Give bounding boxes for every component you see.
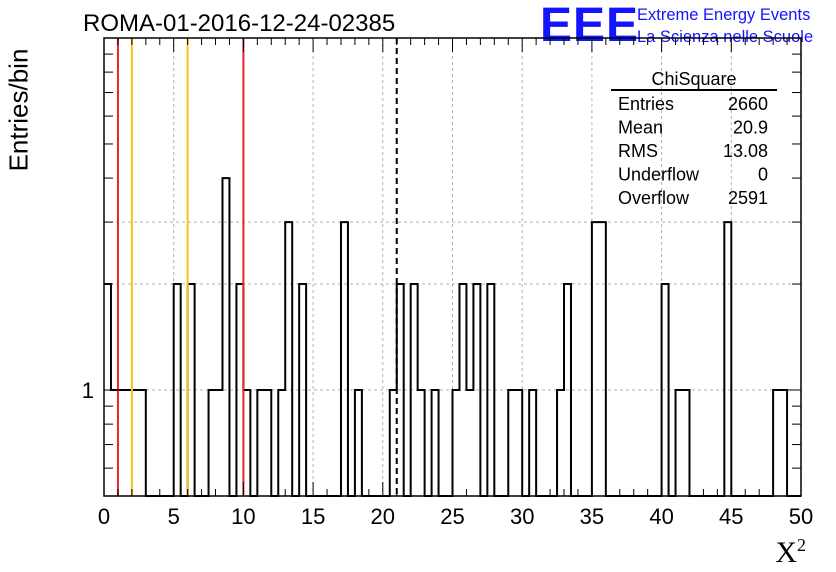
stats-row-key: Underflow	[618, 165, 700, 185]
histogram-bin	[557, 390, 564, 496]
histogram-bin	[529, 390, 536, 496]
x-tick-label: 20	[371, 504, 395, 529]
histogram-bin	[432, 390, 439, 496]
x-tick-label: 50	[789, 504, 813, 529]
threshold-lines	[116, 38, 398, 496]
histogram-bin	[236, 284, 243, 496]
axes: 0 5 10 15 20 25 30 35 40 45 50 1	[82, 37, 813, 529]
y-tick-label: 1	[82, 378, 94, 403]
x-axis-label-base: X	[775, 536, 797, 569]
stats-box: ChiSquare Entries 2660 Mean 20.9 RMS 13.08 Und…	[611, 69, 777, 208]
histogram-bin	[487, 284, 494, 496]
x-tick-label: 35	[580, 504, 604, 529]
stats-row-value: 2660	[728, 94, 768, 114]
histogram-bin	[411, 284, 418, 496]
histogram-bin	[780, 390, 787, 496]
logo-caption-line2: La Scienza nelle Scuole	[637, 28, 814, 46]
histogram-bin	[118, 390, 125, 496]
histogram-bin	[683, 390, 690, 496]
logo-caption: Extreme Energy Events La Scienza nelle S…	[637, 4, 813, 48]
histogram-outline	[104, 177, 801, 497]
stats-row-value: 0	[758, 165, 768, 185]
histogram-bin	[355, 390, 362, 496]
x-tick-label: 25	[440, 504, 464, 529]
histogram-bin	[278, 390, 285, 496]
histogram-bin	[473, 284, 480, 496]
x-tick-label: 0	[98, 504, 110, 529]
histogram-bin	[222, 178, 229, 496]
chart-title: ROMA-01-2016-12-24-02385	[83, 10, 396, 37]
histogram-bin	[285, 222, 292, 496]
histogram-bin	[459, 284, 466, 496]
histogram-bin	[390, 390, 397, 496]
histogram-bin	[257, 390, 264, 496]
histogram-bin	[125, 390, 132, 496]
histogram-bin	[418, 390, 425, 496]
histogram-bin	[341, 222, 348, 496]
x-tick-label: 15	[301, 504, 325, 529]
stats-row-key: Overflow	[618, 188, 690, 208]
x-tick-label: 5	[168, 504, 180, 529]
histogram-bin	[174, 284, 181, 496]
histogram-bin	[209, 390, 216, 496]
histogram-bin	[243, 390, 250, 496]
stats-row-value: 20.9	[733, 118, 768, 138]
stats-row-key: Entries	[618, 94, 674, 114]
histogram-bin	[676, 390, 683, 496]
x-tick-label: 40	[649, 504, 673, 529]
stats-title: ChiSquare	[651, 69, 736, 89]
x-tick-label: 10	[231, 504, 255, 529]
histogram-bin	[264, 390, 271, 496]
histogram-bin	[397, 284, 404, 496]
histogram-bin	[662, 284, 669, 496]
histogram-bin	[299, 284, 306, 496]
x-axis-label: X2	[775, 535, 806, 570]
histogram-bin	[216, 390, 223, 496]
histogram-bin	[773, 390, 780, 496]
histogram-bin	[564, 284, 571, 496]
histogram-bin	[592, 222, 599, 496]
logo-caption-line1: Extreme Energy Events	[637, 6, 811, 24]
stats-row-value: 13.08	[723, 141, 768, 161]
histogram-bin	[599, 222, 606, 496]
histogram-bin	[139, 390, 146, 496]
stats-row-key: RMS	[618, 141, 658, 161]
histogram-bin	[515, 390, 522, 496]
histogram-bin	[508, 390, 515, 496]
histogram-bin	[132, 390, 139, 496]
stats-row-key: Mean	[618, 118, 663, 138]
histogram-bin	[724, 222, 731, 496]
x-tick-label: 30	[510, 504, 534, 529]
x-tick-label: 45	[719, 504, 743, 529]
histogram-bin	[453, 390, 460, 496]
histogram-bin	[466, 390, 473, 496]
histogram	[104, 177, 801, 497]
x-axis-label-superscript: 2	[797, 535, 806, 555]
histogram-bin	[188, 284, 195, 496]
stats-row-value: 2591	[728, 188, 768, 208]
eee-logo: EEE	[540, 0, 640, 52]
